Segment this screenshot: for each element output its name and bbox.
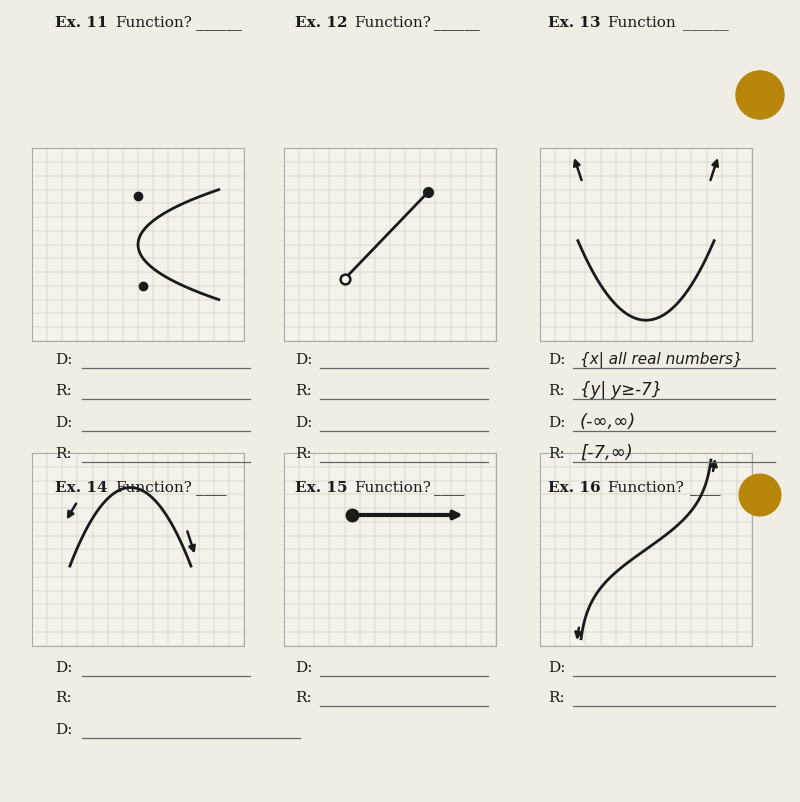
Text: R:: R:: [55, 384, 72, 398]
Text: ______: ______: [683, 17, 729, 30]
Text: ____: ____: [434, 482, 465, 496]
Text: Function: Function: [607, 16, 676, 30]
Text: Ex. 13: Ex. 13: [548, 16, 601, 30]
Text: Ex. 12: Ex. 12: [295, 16, 347, 30]
Text: Ex. 15: Ex. 15: [295, 481, 347, 495]
Text: ______: ______: [434, 17, 480, 30]
Text: D:: D:: [295, 353, 313, 367]
Text: D:: D:: [55, 416, 73, 430]
Text: {x| all real numbers}: {x| all real numbers}: [580, 352, 742, 368]
Text: R:: R:: [295, 384, 312, 398]
Text: D:: D:: [548, 661, 566, 675]
Text: D:: D:: [55, 353, 73, 367]
Text: R:: R:: [548, 447, 565, 461]
Text: D:: D:: [295, 416, 313, 430]
Text: {y| y≥-7}: {y| y≥-7}: [580, 381, 662, 399]
Text: R:: R:: [548, 691, 565, 705]
Text: ______: ______: [196, 17, 242, 30]
Text: Function?: Function?: [354, 16, 431, 30]
Text: R:: R:: [295, 447, 312, 461]
Text: D:: D:: [548, 416, 566, 430]
Text: Ex. 14: Ex. 14: [55, 481, 108, 495]
Text: Function?: Function?: [115, 481, 192, 495]
Text: ____: ____: [196, 482, 226, 496]
Text: Function?: Function?: [607, 481, 684, 495]
Text: D:: D:: [55, 661, 73, 675]
Text: Ex. 16: Ex. 16: [548, 481, 601, 495]
Text: D:: D:: [548, 353, 566, 367]
Text: Function?: Function?: [115, 16, 192, 30]
Text: [-7,∞): [-7,∞): [580, 444, 633, 462]
Text: D:: D:: [55, 723, 73, 737]
Text: Ex. 11: Ex. 11: [55, 16, 108, 30]
Text: Function?: Function?: [354, 481, 431, 495]
Text: R:: R:: [548, 384, 565, 398]
Text: R:: R:: [55, 691, 72, 705]
Text: (-∞,∞): (-∞,∞): [580, 413, 636, 431]
Text: ____: ____: [690, 482, 721, 496]
Text: D:: D:: [295, 661, 313, 675]
Text: R:: R:: [295, 691, 312, 705]
Text: R:: R:: [55, 447, 72, 461]
